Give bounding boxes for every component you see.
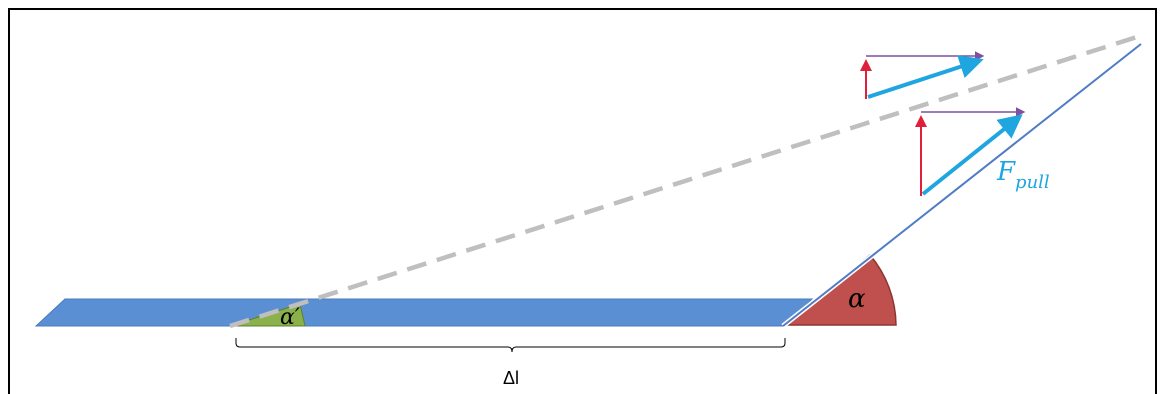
force-pull-label-main: F (996, 157, 1016, 187)
force-pull-label: Fpull (996, 157, 1050, 193)
pull-line-inner (782, 43, 1142, 327)
frame-border (8, 8, 1157, 394)
delta-l-brace (235, 338, 786, 353)
upper-force-arrow (867, 55, 984, 99)
surface-strip (34, 298, 814, 327)
alpha-label: α (848, 284, 866, 314)
alpha-angle-sector (783, 253, 897, 326)
alpha-prime-label: α′ (280, 305, 300, 330)
delta-l-label: Δl (503, 368, 519, 388)
lower-force-arrow (921, 114, 1023, 196)
force-pull-label-subscript: pull (1015, 172, 1050, 193)
dashed-reference-line (229, 33, 1141, 329)
